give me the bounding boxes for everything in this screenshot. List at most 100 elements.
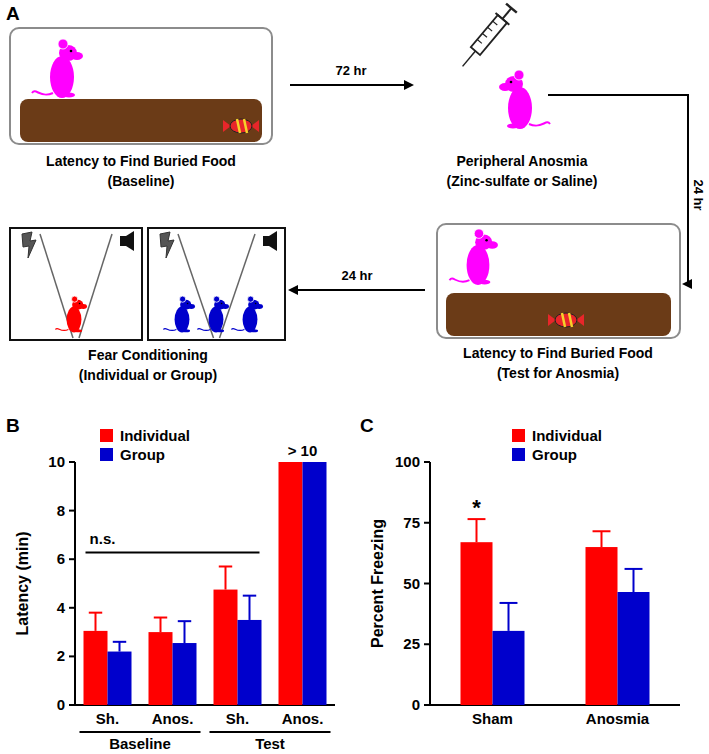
mouse-icon bbox=[163, 296, 195, 333]
group-line bbox=[210, 731, 331, 733]
y-tick-label: 8 bbox=[57, 502, 65, 519]
mouse-eye bbox=[485, 239, 487, 241]
mouse-body bbox=[50, 56, 74, 98]
mouse-icon bbox=[32, 39, 83, 98]
syringe-scale bbox=[488, 27, 493, 31]
error-stem bbox=[225, 566, 227, 589]
x-tick-label: Anos. bbox=[282, 710, 324, 727]
syringe-icon bbox=[456, 2, 519, 72]
mouse-body bbox=[243, 307, 258, 333]
mouse-foot bbox=[251, 329, 258, 332]
bedding bbox=[20, 99, 262, 142]
mouse-ear bbox=[214, 296, 220, 302]
mouse-tail bbox=[163, 328, 176, 330]
group-label: Test bbox=[255, 735, 285, 752]
error-bar bbox=[593, 531, 611, 547]
y-axis-label: Latency (min) bbox=[14, 531, 31, 635]
cage bbox=[437, 224, 680, 338]
mouse-ear bbox=[474, 229, 484, 239]
error-bar bbox=[219, 566, 232, 589]
mouse-eye bbox=[510, 81, 513, 84]
bar bbox=[461, 542, 493, 705]
step-sublabel: (Baseline) bbox=[108, 173, 175, 189]
legend-label: Individual bbox=[120, 427, 190, 444]
y-tick bbox=[424, 704, 430, 706]
error-cap bbox=[219, 565, 232, 567]
bar bbox=[84, 631, 108, 705]
mouse-body bbox=[508, 87, 532, 129]
mouse-ear bbox=[72, 296, 78, 302]
x-tick-label: Anos. bbox=[152, 710, 194, 727]
error-cap bbox=[154, 617, 167, 619]
candy-stripe bbox=[562, 313, 565, 327]
x-tick-label: Sh. bbox=[226, 710, 249, 727]
arrow bbox=[290, 84, 412, 86]
error-stem bbox=[476, 519, 478, 542]
step-label: Peripheral Anosmia bbox=[457, 153, 588, 169]
legend-swatch bbox=[100, 429, 113, 442]
error-cap bbox=[500, 602, 518, 604]
cage bbox=[10, 28, 272, 144]
y-tick-label: 100 bbox=[395, 453, 420, 470]
bar bbox=[618, 592, 650, 705]
mouse-eye bbox=[221, 303, 223, 305]
bar bbox=[214, 590, 238, 705]
x-tick-label: Anosmia bbox=[586, 710, 650, 727]
error-bar bbox=[154, 618, 167, 633]
mouse-eye bbox=[255, 303, 257, 305]
y-tick bbox=[69, 558, 75, 560]
y-tick-label: 0 bbox=[57, 696, 65, 713]
mouse-icon bbox=[450, 229, 498, 285]
syringe-scale bbox=[482, 33, 487, 37]
panel-label: C bbox=[360, 415, 374, 436]
syringe-needle bbox=[463, 51, 476, 66]
error-stem bbox=[633, 569, 635, 592]
y-tick-label: 25 bbox=[403, 635, 420, 652]
cue-beam bbox=[79, 234, 112, 338]
mouse-snout bbox=[487, 241, 498, 249]
mouse-body bbox=[175, 307, 190, 333]
candy-body bbox=[230, 119, 252, 133]
y-tick bbox=[69, 607, 75, 609]
bedding bbox=[446, 293, 671, 336]
error-stem bbox=[601, 531, 603, 547]
bar bbox=[303, 462, 327, 705]
y-axis bbox=[74, 462, 76, 705]
x-tick-label: Sh. bbox=[96, 710, 119, 727]
step-label: Fear Conditioning bbox=[88, 347, 208, 363]
y-tick bbox=[424, 643, 430, 645]
y-tick-label: 0 bbox=[412, 696, 420, 713]
mouse-icon bbox=[197, 296, 229, 333]
syringe-flange bbox=[496, 13, 510, 25]
y-axis-label: Percent Freezing bbox=[369, 519, 386, 648]
y-tick-label: 6 bbox=[57, 550, 65, 567]
error-stem bbox=[249, 596, 251, 620]
mouse-tail bbox=[197, 328, 210, 330]
panel-label: B bbox=[6, 415, 20, 436]
mouse-snout bbox=[80, 304, 87, 309]
mouse-ear bbox=[248, 296, 254, 302]
syringe-scale bbox=[493, 21, 498, 25]
bar bbox=[493, 631, 525, 705]
mouse-ear bbox=[514, 70, 524, 80]
group-line bbox=[80, 731, 201, 733]
shock-icon bbox=[160, 232, 174, 258]
error-stem bbox=[508, 603, 510, 631]
annotation: * bbox=[472, 495, 481, 520]
interval-label: 24 hr bbox=[341, 268, 372, 283]
mouse-ear bbox=[58, 39, 68, 49]
bar bbox=[173, 643, 197, 705]
candy-body bbox=[555, 313, 577, 327]
y-tick-label: 2 bbox=[57, 647, 65, 664]
mouse-tail bbox=[231, 328, 244, 330]
error-stem bbox=[119, 642, 121, 652]
error-cap bbox=[625, 568, 643, 570]
bar bbox=[279, 462, 303, 705]
mouse-icon bbox=[499, 70, 550, 129]
speaker-icon bbox=[126, 231, 134, 251]
syringe-plunger bbox=[502, 8, 511, 19]
mouse-foot bbox=[75, 329, 82, 332]
speaker-icon bbox=[263, 236, 269, 246]
y-tick-label: 75 bbox=[403, 514, 420, 531]
y-tick bbox=[69, 510, 75, 512]
